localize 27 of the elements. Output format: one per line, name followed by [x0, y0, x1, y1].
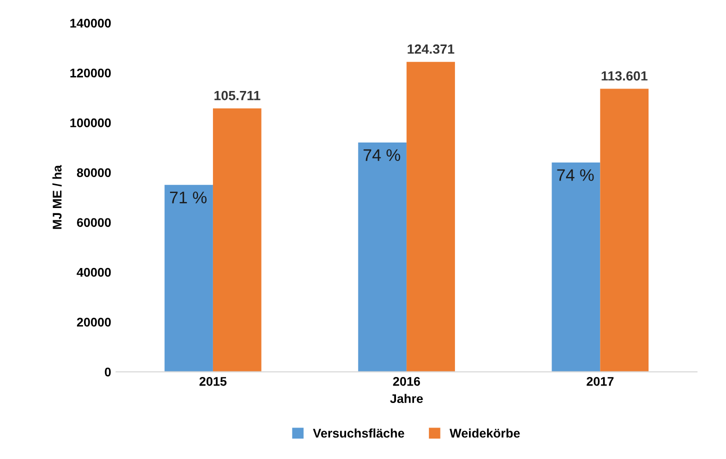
data-label: 113.601 — [602, 71, 648, 81]
data-label: 105.711 — [214, 90, 260, 100]
annotation: 74 % — [557, 169, 594, 181]
y-tick-label: 40000 — [76, 268, 111, 277]
annotation: 71 % — [170, 192, 207, 204]
data-label: 124.371 — [408, 44, 454, 54]
x-tick-label: 2017 — [586, 376, 614, 386]
legend-label: Versuchsfläche — [312, 428, 404, 438]
y-tick-label: 0 — [104, 368, 111, 376]
y-tick-label: 100000 — [70, 118, 111, 128]
y-axis-title: MJ ME / ha — [52, 164, 62, 229]
legend-label: Weidekörbe — [450, 428, 520, 438]
bar — [406, 62, 455, 372]
bar — [358, 142, 407, 372]
x-axis-title: Jahre — [390, 394, 423, 404]
x-tick-label: 2015 — [199, 376, 227, 386]
annotation: 74 % — [364, 149, 400, 161]
y-tick-label: 140000 — [70, 18, 111, 28]
bar — [600, 88, 649, 372]
bar — [164, 184, 213, 372]
y-tick-label: 60000 — [77, 218, 111, 227]
y-tick-label: 20000 — [76, 318, 111, 327]
y-tick-label: 80000 — [76, 168, 111, 178]
x-tick-label: 2016 — [393, 376, 420, 386]
bar — [552, 162, 600, 372]
y-tick-label: 120000 — [70, 68, 111, 78]
bar — [212, 108, 262, 372]
